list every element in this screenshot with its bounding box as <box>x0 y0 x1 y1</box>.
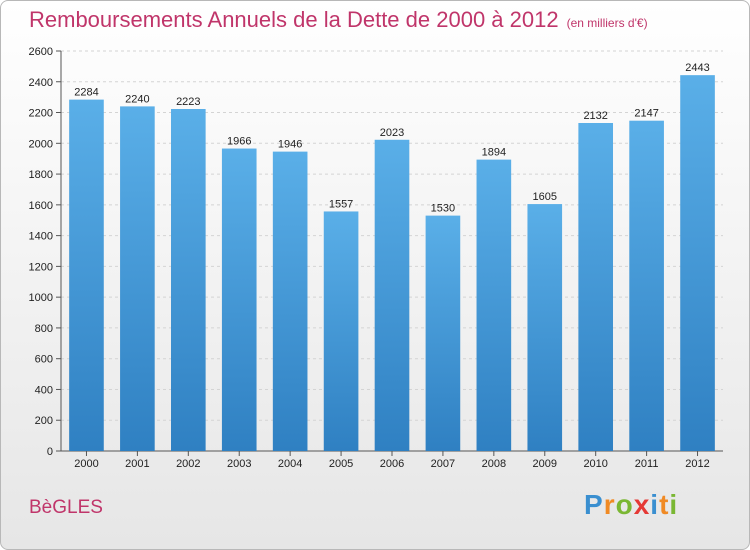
x-tick-label: 2010 <box>583 458 607 470</box>
y-tick-label: 1000 <box>29 292 53 304</box>
y-tick-label: 400 <box>35 384 53 396</box>
bar-value-label: 1530 <box>431 203 455 215</box>
bar-value-label: 2132 <box>583 110 607 122</box>
bar-value-label: 2240 <box>125 93 149 105</box>
bar <box>527 204 563 451</box>
x-tick-label: 2008 <box>482 458 506 470</box>
labels: 2284 2240 2223 1966 1946 1557 2023 1530 1894 1605… <box>74 62 710 214</box>
bar-value-label: 2023 <box>380 127 404 139</box>
bars <box>69 75 715 452</box>
logo-letter: t <box>659 489 670 520</box>
x-tick-label: 2006 <box>380 458 404 470</box>
bar-value-label: 1946 <box>278 139 302 151</box>
axes: 0 200 400 600 800 1000 1200 1400 1600 1800 2000 220… <box>29 46 723 470</box>
x-tick-label: 2003 <box>227 458 251 470</box>
x-tick-label: 2012 <box>685 458 709 470</box>
bar <box>425 215 461 451</box>
y-tick-label: 2600 <box>29 46 53 58</box>
bar <box>69 99 104 451</box>
proxiti-logo: Proxiti <box>584 489 678 521</box>
bar <box>272 151 308 451</box>
logo-letter: x <box>633 489 651 520</box>
bar <box>374 139 410 451</box>
x-tick-label: 2005 <box>329 458 353 470</box>
y-tick-label: 2000 <box>29 138 53 150</box>
logo-letter: i <box>669 489 679 520</box>
logo-letter: r <box>603 489 616 520</box>
bar <box>680 75 715 452</box>
y-tick-label: 200 <box>35 415 53 427</box>
bar-value-label: 2443 <box>685 62 709 74</box>
chart-subtitle: (en milliers d'€) <box>566 16 648 30</box>
chart-title: Remboursements Annuels de la Dette de 20… <box>29 7 648 33</box>
title-text: Remboursements Annuels de la Dette de 20… <box>29 7 559 32</box>
bar-value-label: 1894 <box>482 147 506 159</box>
bar <box>578 123 614 451</box>
bar-value-label: 2223 <box>176 96 200 108</box>
y-tick-label: 2400 <box>29 77 53 89</box>
x-tick-label: 2002 <box>176 458 200 470</box>
bar <box>629 120 664 451</box>
bar <box>323 211 359 451</box>
y-tick-label: 2200 <box>29 108 53 120</box>
x-tick-label: 2007 <box>431 458 455 470</box>
y-tick-label: 1400 <box>29 231 53 243</box>
logo-letter: i <box>650 489 660 520</box>
y-tick-label: 1800 <box>29 169 53 181</box>
bar-value-label: 1966 <box>227 136 251 148</box>
bar <box>221 148 257 452</box>
x-tick-label: 2001 <box>125 458 149 470</box>
bar <box>120 106 155 451</box>
x-tick-label: 2004 <box>278 458 302 470</box>
y-tick-label: 1200 <box>29 261 53 273</box>
x-tick-label: 2009 <box>533 458 557 470</box>
logo-letter: P <box>584 489 604 520</box>
bar-value-label: 2147 <box>634 108 658 120</box>
x-tick-label: 2000 <box>74 458 98 470</box>
bar-value-label: 1557 <box>329 198 353 210</box>
city-name: BèGLES <box>29 497 103 518</box>
bar-value-label: 1605 <box>533 191 557 203</box>
bar-value-label: 2284 <box>74 87 98 99</box>
logo-letter: o <box>615 489 634 520</box>
bar <box>476 159 512 451</box>
y-tick-label: 0 <box>47 446 53 458</box>
y-tick-label: 800 <box>35 323 53 335</box>
y-tick-label: 1600 <box>29 200 53 212</box>
bar <box>170 109 206 451</box>
y-tick-label: 600 <box>35 354 53 366</box>
x-tick-label: 2011 <box>635 458 659 470</box>
